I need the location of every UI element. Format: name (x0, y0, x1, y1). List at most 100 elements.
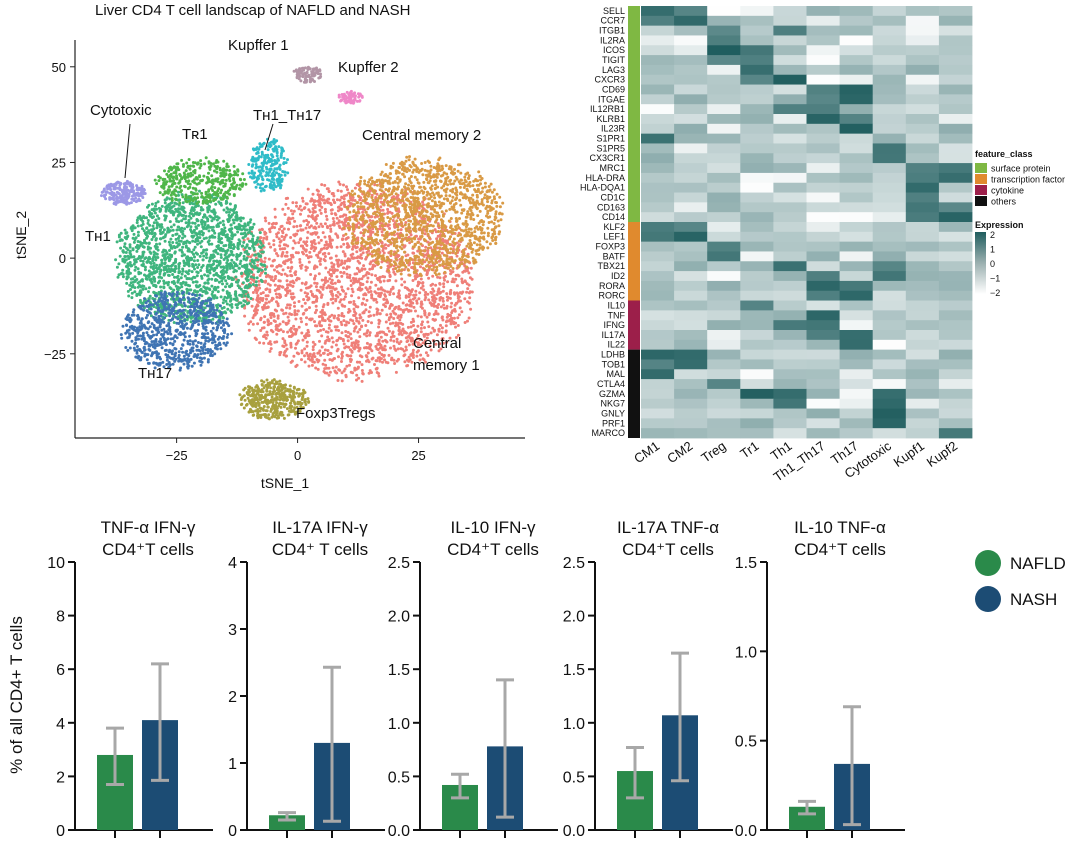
tsne-point (370, 293, 374, 297)
tsne-point (445, 340, 449, 344)
tsne-point (451, 249, 455, 253)
tsne-point (419, 315, 423, 319)
tsne-point (368, 331, 372, 335)
tsne-point (337, 314, 341, 317)
tsne-point (300, 358, 303, 362)
tsne-point (437, 327, 441, 331)
tsne-point (268, 349, 272, 353)
tsne-point (343, 218, 347, 222)
tsne-point (176, 280, 180, 284)
tsne-point (381, 202, 385, 206)
tsne-point (263, 216, 267, 220)
tsne-point (317, 351, 321, 355)
tsne-point (416, 249, 420, 253)
tsne-point (182, 264, 186, 268)
tsne-point (289, 260, 293, 264)
tsne-point (465, 187, 469, 191)
tsne-point (411, 212, 415, 216)
tsne-point (475, 207, 479, 211)
tsne-point (314, 366, 318, 370)
tsne-point (440, 186, 444, 190)
tsne-point (316, 235, 320, 239)
tsne-point (425, 272, 429, 276)
tsne-point (312, 267, 316, 271)
tsne-point (486, 246, 490, 250)
tsne-point (338, 198, 342, 202)
tsne-point (279, 239, 283, 243)
tsne-point (238, 293, 242, 297)
tsne-point (382, 246, 385, 250)
tsne-point (200, 239, 204, 243)
tsne-point (380, 346, 384, 350)
tsne-point (162, 279, 166, 283)
tsne-point (405, 307, 409, 311)
tsne-point (275, 295, 279, 299)
tsne-point (331, 301, 335, 305)
tsne-point (230, 237, 234, 241)
tsne-point (371, 198, 375, 202)
tsne-point (263, 267, 267, 271)
tsne-point (384, 320, 388, 324)
tsne-point (384, 163, 388, 166)
tsne-point (427, 312, 431, 316)
tsne-point (340, 331, 344, 335)
tsne-point (297, 300, 301, 303)
tsne-point (389, 263, 393, 267)
tsne-point (458, 182, 462, 185)
tsne-point (189, 225, 193, 229)
tsne-point (471, 213, 475, 217)
tsne-point (177, 267, 181, 270)
tsne-point (345, 236, 349, 240)
tsne-point (231, 266, 235, 270)
tsne-point (124, 251, 128, 254)
tsne-point (217, 234, 221, 238)
tsne-point (411, 301, 415, 305)
tsne-point (304, 202, 308, 206)
tsne-point (486, 211, 490, 215)
tsne-point (449, 201, 452, 205)
tsne-point (418, 338, 422, 342)
tsne-point (404, 295, 408, 299)
tsne-point (278, 322, 282, 326)
tsne-point (349, 284, 353, 287)
tsne-point (460, 178, 463, 182)
tsne-point (334, 287, 338, 291)
tsne-point (467, 260, 470, 264)
tsne-point (242, 240, 246, 244)
tsne-point (382, 303, 386, 307)
tsne-point (206, 274, 210, 278)
tsne-point (453, 179, 457, 183)
tsne-point (155, 226, 159, 230)
tsne-point (319, 211, 323, 215)
tsne-point (324, 266, 328, 270)
tsne-point (230, 213, 234, 217)
tsne-point (370, 296, 374, 300)
tsne-point (481, 186, 485, 190)
tsne-point (396, 187, 400, 191)
tsne-point (180, 272, 184, 276)
tsne-point (456, 169, 460, 173)
tsne-point (306, 292, 310, 296)
tsne-point (293, 219, 297, 223)
tsne-point (313, 320, 316, 324)
tsne-point (423, 161, 427, 164)
tsne-point (300, 208, 304, 212)
tsne-point (336, 338, 340, 342)
tsne-point (317, 272, 321, 276)
tsne-point (313, 281, 317, 285)
tsne-point (411, 187, 415, 190)
tsne-point (128, 283, 132, 287)
tsne-point (340, 360, 343, 363)
tsne-point (249, 218, 253, 222)
tsne-point (442, 306, 446, 310)
tsne-point (427, 265, 431, 269)
tsne-point (476, 214, 480, 218)
tsne-point (363, 182, 367, 186)
tsne-point (417, 214, 421, 217)
tsne-point (328, 235, 331, 238)
tsne-point (198, 316, 202, 320)
tsne-point (391, 286, 395, 290)
tsne-point (319, 353, 323, 357)
tsne-point (453, 242, 457, 245)
tsne-point (263, 256, 267, 260)
